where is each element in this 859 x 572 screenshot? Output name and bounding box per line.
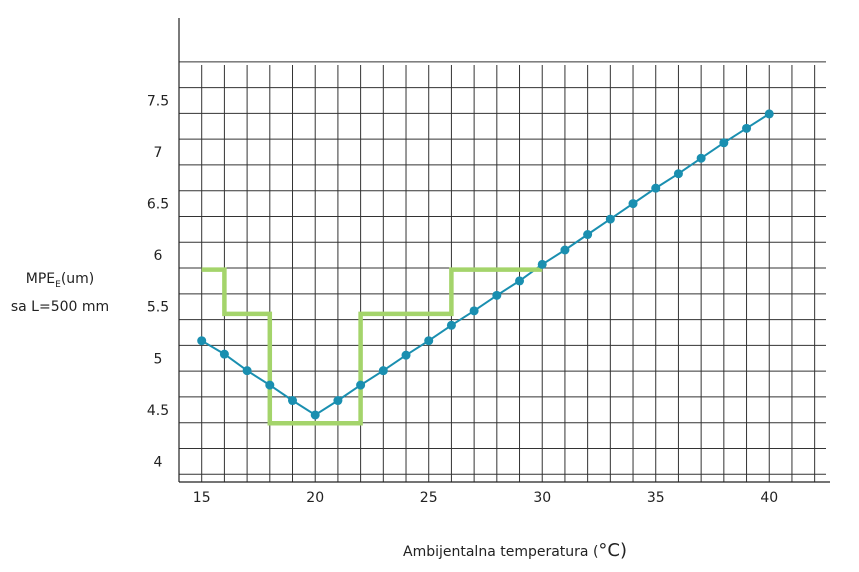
data-point bbox=[651, 183, 661, 193]
y-tick-label: 4 bbox=[154, 454, 163, 470]
series-layer bbox=[197, 109, 774, 426]
data-point bbox=[583, 230, 593, 240]
data-point bbox=[560, 245, 570, 255]
data-point bbox=[628, 199, 638, 209]
x-tick-label: 35 bbox=[647, 490, 665, 506]
y-axis-label: MPEE(um) sa L=500 mm bbox=[8, 268, 112, 318]
x-tick-label: 30 bbox=[533, 490, 551, 506]
x-tick-label: 40 bbox=[760, 490, 778, 506]
y-tick-label: 5 bbox=[154, 351, 163, 367]
series-line bbox=[201, 113, 770, 417]
y-axis-label-unit: (um) bbox=[60, 271, 95, 287]
data-point bbox=[446, 320, 456, 330]
data-point bbox=[673, 169, 683, 179]
series-step-line bbox=[201, 267, 543, 426]
y-tick-label: 5.5 bbox=[147, 300, 169, 316]
data-point bbox=[605, 214, 615, 224]
data-point bbox=[288, 396, 298, 406]
y-tick-label: 4.5 bbox=[147, 403, 169, 419]
data-point bbox=[265, 380, 275, 390]
tick-labels: 15 20 25 30 35 40 4 4.5 5 5.5 6 6.5 7 7.5 bbox=[147, 93, 778, 506]
data-point bbox=[537, 259, 547, 269]
data-point bbox=[469, 306, 479, 316]
y-tick-label: 7 bbox=[154, 145, 163, 161]
grid bbox=[179, 61, 826, 482]
y-tick-label: 7.5 bbox=[147, 93, 169, 109]
x-axis-label: Ambijentalna temperatura (°C) bbox=[403, 540, 627, 561]
data-point bbox=[719, 138, 729, 148]
data-point bbox=[742, 123, 752, 133]
data-point bbox=[310, 410, 320, 420]
x-axis-label-unit: °C bbox=[598, 540, 620, 561]
y-axis-label-sub: E bbox=[55, 279, 61, 290]
x-tick-label: 15 bbox=[193, 490, 211, 506]
x-axis-label-close: ) bbox=[620, 540, 628, 561]
data-point bbox=[696, 153, 706, 163]
data-point bbox=[242, 366, 252, 376]
x-tick-label: 25 bbox=[420, 490, 438, 506]
y-tick-label: 6 bbox=[154, 248, 163, 264]
data-point bbox=[219, 349, 229, 359]
axes bbox=[178, 18, 830, 483]
data-point bbox=[197, 336, 207, 346]
data-point bbox=[401, 350, 411, 360]
y-tick-label: 6.5 bbox=[147, 197, 169, 213]
x-tick-label: 20 bbox=[306, 490, 324, 506]
data-point bbox=[356, 380, 366, 390]
data-point bbox=[764, 109, 774, 119]
data-point bbox=[515, 276, 525, 286]
data-point bbox=[333, 396, 343, 406]
data-point bbox=[424, 336, 434, 346]
y-axis-label-line2: sa L=500 mm bbox=[10, 298, 110, 315]
data-point bbox=[492, 290, 502, 300]
x-axis-label-text: Ambijentalna temperatura ( bbox=[403, 544, 599, 560]
y-axis-label-main: MPE bbox=[25, 271, 56, 287]
data-point bbox=[378, 366, 388, 376]
